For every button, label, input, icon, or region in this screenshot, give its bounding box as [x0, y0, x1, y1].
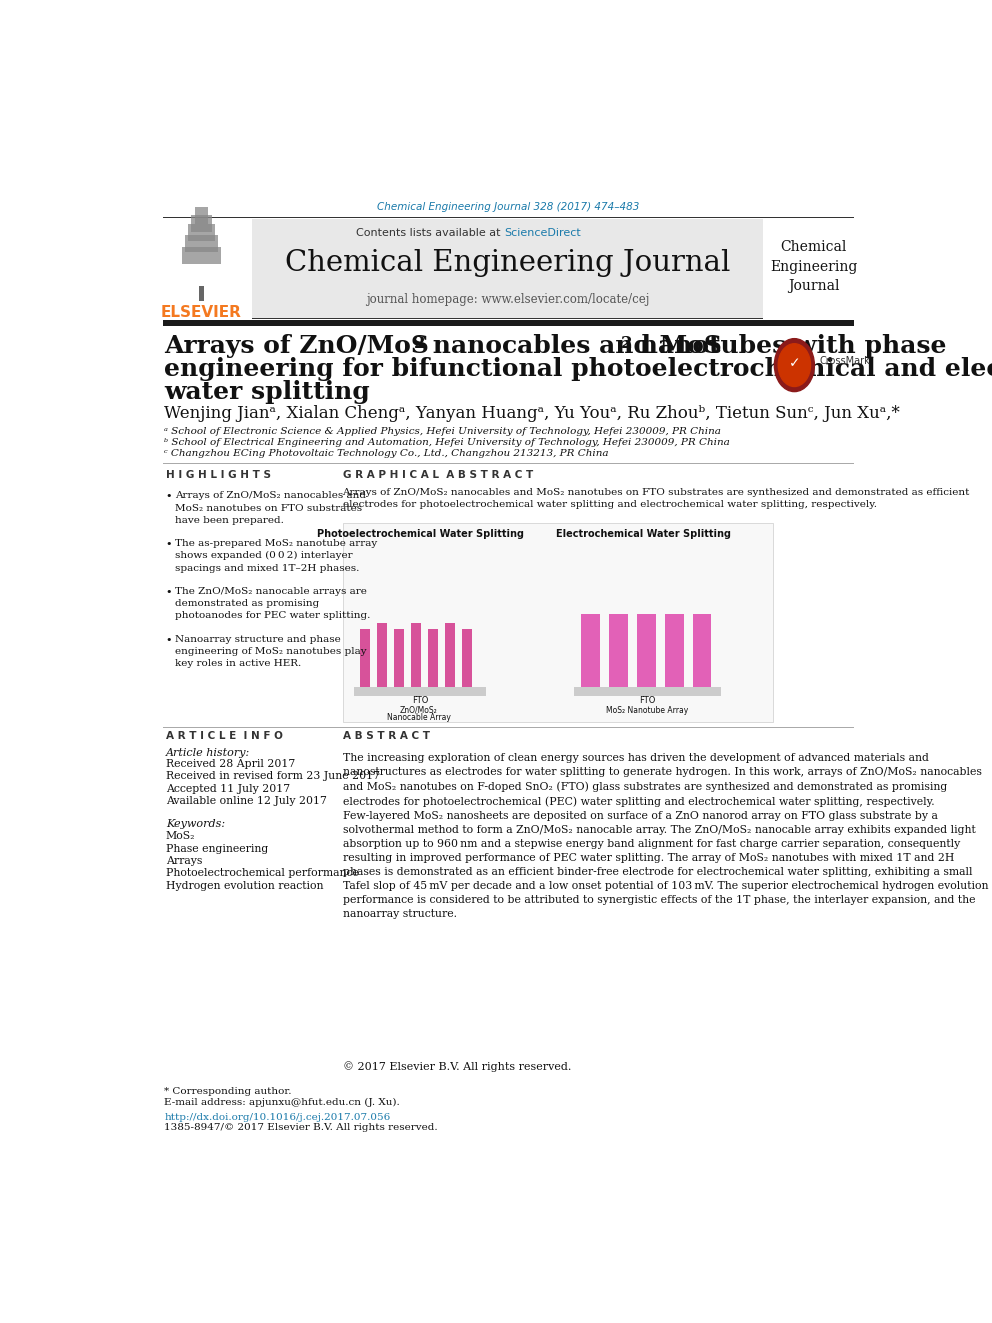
Bar	[183, 247, 221, 265]
Text: nanotubes with phase: nanotubes with phase	[631, 333, 946, 357]
Bar	[186, 235, 218, 251]
Text: Phase engineering: Phase engineering	[166, 844, 268, 853]
Text: The increasing exploration of clean energy sources has driven the development of: The increasing exploration of clean ener…	[342, 753, 988, 919]
Text: MoS₂: MoS₂	[166, 831, 195, 841]
Text: nanocables and MoS: nanocables and MoS	[424, 333, 722, 357]
Text: Hydrogen evolution reaction: Hydrogen evolution reaction	[166, 881, 323, 890]
Text: engineering for bifunctional photoelectrochemical and electrochemical: engineering for bifunctional photoelectr…	[165, 357, 992, 381]
Text: FTO: FTO	[412, 696, 429, 705]
Text: The ZnO/MoS₂ nanocable arrays are
demonstrated as promising
photoanodes for PEC : The ZnO/MoS₂ nanocable arrays are demons…	[176, 587, 371, 620]
Bar	[163, 320, 854, 325]
Bar	[342, 523, 774, 721]
Text: Arrays of ZnO/MoS₂ nanocables and MoS₂ nanotubes on FTO substrates are synthesiz: Arrays of ZnO/MoS₂ nanocables and MoS₂ n…	[342, 488, 970, 509]
Bar	[394, 630, 404, 687]
Text: Available online 12 July 2017: Available online 12 July 2017	[166, 796, 326, 806]
Text: Photoelectrochemical Water Splitting: Photoelectrochemical Water Splitting	[316, 529, 524, 538]
Text: ✓: ✓	[789, 356, 801, 370]
Text: The as-prepared MoS₂ nanotube array
shows expanded (0 0 2) interlayer
spacings a: The as-prepared MoS₂ nanotube array show…	[176, 540, 377, 573]
Text: H I G H L I G H T S: H I G H L I G H T S	[166, 470, 271, 479]
Text: Article history:: Article history:	[166, 747, 250, 758]
Text: Contents lists available at: Contents lists available at	[356, 228, 504, 238]
Text: Photoelectrochemical performance: Photoelectrochemical performance	[166, 868, 359, 878]
Text: ᶜ Changzhou ECing Photovoltaic Technology Co., Ltd., Changzhou 213213, PR China: ᶜ Changzhou ECing Photovoltaic Technolog…	[165, 448, 609, 458]
Text: Chemical Engineering Journal 328 (2017) 474–483: Chemical Engineering Journal 328 (2017) …	[377, 201, 640, 212]
Text: 2: 2	[621, 335, 633, 352]
Bar	[581, 614, 600, 687]
Bar	[191, 214, 211, 232]
Text: Wenjing Jianᵃ, Xialan Chengᵃ, Yanyan Huangᵃ, Yu Youᵃ, Ru Zhouᵇ, Tietun Sunᶜ, Jun: Wenjing Jianᵃ, Xialan Chengᵃ, Yanyan Hua…	[165, 405, 900, 422]
Text: ZnO/MoS₂: ZnO/MoS₂	[400, 705, 437, 714]
Text: Arrays of ZnO/MoS₂ nanocables and
MoS₂ nanotubes on FTO substrates
have been pre: Arrays of ZnO/MoS₂ nanocables and MoS₂ n…	[176, 491, 366, 525]
Bar	[199, 286, 203, 302]
Bar	[609, 614, 628, 687]
Text: Chemical
Engineering
Journal: Chemical Engineering Journal	[770, 239, 857, 294]
Text: Electrochemical Water Splitting: Electrochemical Water Splitting	[556, 529, 731, 538]
Bar	[573, 687, 721, 696]
Text: E-mail address: apjunxu@hfut.edu.cn (J. Xu).: E-mail address: apjunxu@hfut.edu.cn (J. …	[165, 1098, 400, 1107]
Text: Received in revised form 23 June 2017: Received in revised form 23 June 2017	[166, 771, 380, 782]
Bar	[411, 623, 421, 687]
Bar	[359, 630, 370, 687]
Text: •: •	[166, 491, 173, 501]
Text: A B S T R A C T: A B S T R A C T	[342, 732, 430, 741]
Text: 2: 2	[414, 335, 426, 352]
Bar	[692, 614, 711, 687]
Text: Arrays: Arrays	[166, 856, 202, 867]
Bar	[428, 630, 437, 687]
Text: * Corresponding author.: * Corresponding author.	[165, 1088, 292, 1097]
Bar	[252, 218, 764, 319]
Bar	[188, 224, 214, 241]
Bar	[444, 623, 455, 687]
Circle shape	[779, 344, 810, 386]
Text: •: •	[166, 540, 173, 549]
Text: ScienceDirect: ScienceDirect	[504, 228, 580, 238]
Text: CrossMark: CrossMark	[819, 356, 871, 366]
Text: Keywords:: Keywords:	[166, 819, 225, 830]
Text: •: •	[166, 635, 173, 644]
Bar	[194, 208, 208, 224]
Text: FTO: FTO	[639, 696, 656, 705]
Text: © 2017 Elsevier B.V. All rights reserved.: © 2017 Elsevier B.V. All rights reserved…	[342, 1061, 571, 1072]
Text: ᵇ School of Electrical Engineering and Automation, Hefei University of Technolog: ᵇ School of Electrical Engineering and A…	[165, 438, 730, 447]
Text: Arrays of ZnO/MoS: Arrays of ZnO/MoS	[165, 333, 430, 357]
Text: Nanocable Array: Nanocable Array	[387, 713, 450, 722]
Bar	[354, 687, 486, 696]
Text: 1385-8947/© 2017 Elsevier B.V. All rights reserved.: 1385-8947/© 2017 Elsevier B.V. All right…	[165, 1123, 437, 1132]
Text: MoS₂ Nanotube Array: MoS₂ Nanotube Array	[606, 705, 688, 714]
Circle shape	[775, 339, 814, 392]
Text: Accepted 11 July 2017: Accepted 11 July 2017	[166, 783, 290, 794]
Text: Nanoarray structure and phase
engineering of MoS₂ nanotubes play
key roles in ac: Nanoarray structure and phase engineerin…	[176, 635, 367, 668]
Text: journal homepage: www.elsevier.com/locate/cej: journal homepage: www.elsevier.com/locat…	[366, 294, 650, 306]
Text: Received 28 April 2017: Received 28 April 2017	[166, 759, 295, 769]
Bar	[462, 630, 472, 687]
Bar	[377, 623, 387, 687]
Text: Chemical Engineering Journal: Chemical Engineering Journal	[285, 249, 730, 277]
Text: water splitting: water splitting	[165, 380, 370, 404]
Text: •: •	[166, 587, 173, 597]
Text: G R A P H I C A L  A B S T R A C T: G R A P H I C A L A B S T R A C T	[342, 470, 533, 479]
Text: ELSEVIER: ELSEVIER	[161, 306, 242, 320]
Text: A R T I C L E  I N F O: A R T I C L E I N F O	[166, 732, 283, 741]
Text: ᵃ School of Electronic Science & Applied Physics, Hefei University of Technology: ᵃ School of Electronic Science & Applied…	[165, 427, 721, 437]
Bar	[637, 614, 656, 687]
Text: http://dx.doi.org/10.1016/j.cej.2017.07.056: http://dx.doi.org/10.1016/j.cej.2017.07.…	[165, 1113, 391, 1122]
Bar	[665, 614, 683, 687]
